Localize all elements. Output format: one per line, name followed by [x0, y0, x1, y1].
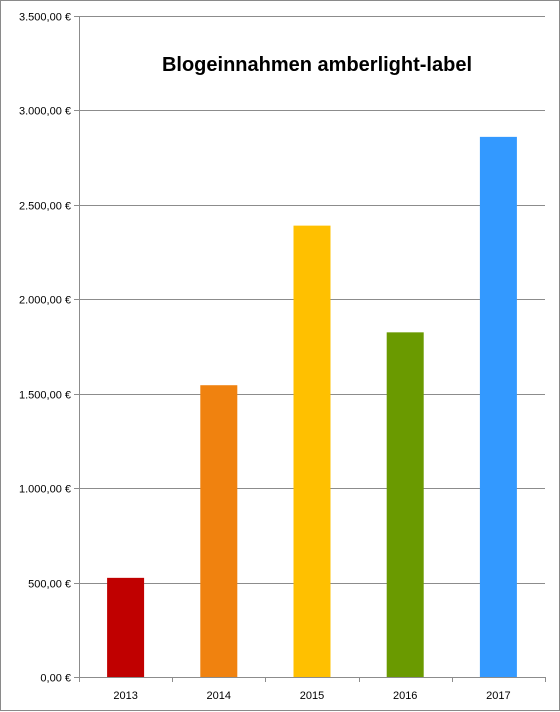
y-tick-label: 500,00 €	[28, 579, 71, 591]
x-tick-label: 2013	[113, 690, 137, 702]
y-tick-label: 3.000,00 €	[19, 106, 71, 118]
bar-2013	[107, 577, 145, 677]
y-tick-label: 1.000,00 €	[19, 484, 71, 496]
x-tick-label: 2014	[207, 690, 231, 702]
y-tick-label: 0,00 €	[40, 673, 71, 685]
bar-2017	[479, 136, 517, 677]
y-tick-label: 2.000,00 €	[19, 295, 71, 307]
x-tick-label: 2017	[486, 690, 510, 702]
y-tick-labels: 0,00 € 500,00 € 1.000,00 € 1.500,00 € 2.000,…	[19, 12, 71, 685]
bar-2015	[293, 225, 331, 678]
chart-title: Blogeinnahmen amberlight-label	[162, 54, 472, 76]
x-tick-labels: 2013 2014 2015 2016 2017	[113, 690, 510, 702]
x-tick-label: 2015	[300, 690, 324, 702]
y-tick-label: 1.500,00 €	[19, 390, 71, 402]
axes	[74, 16, 546, 682]
x-tick-label: 2016	[393, 690, 417, 702]
y-tick-label: 3.500,00 €	[19, 12, 71, 24]
y-tick-label: 2.500,00 €	[19, 201, 71, 213]
bar-2016	[386, 332, 424, 677]
bars	[107, 136, 517, 678]
bar-2014	[200, 385, 238, 677]
